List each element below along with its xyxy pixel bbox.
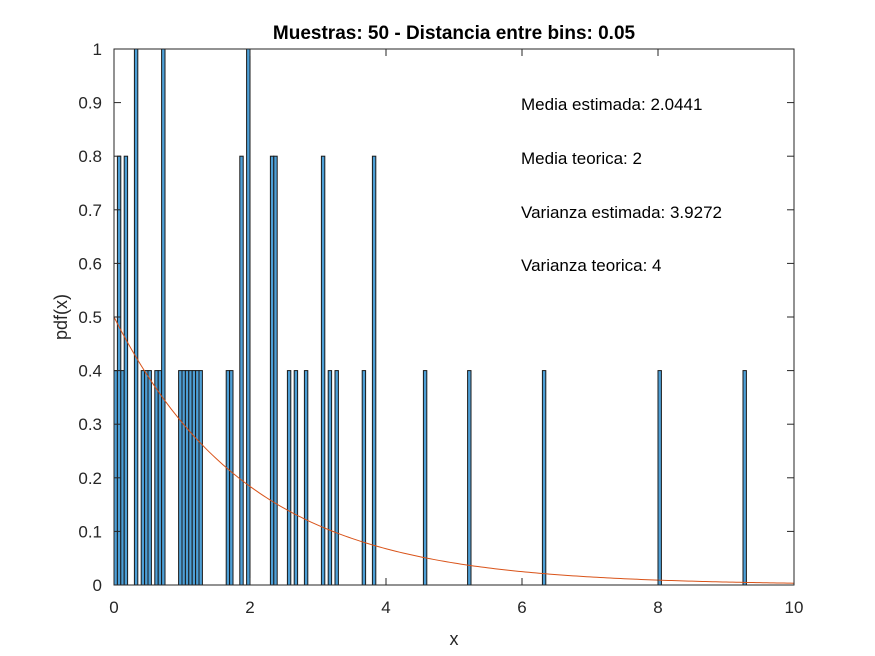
y-tick-label: 0.8 (78, 147, 102, 166)
x-tick-label: 6 (517, 598, 526, 617)
y-tick-label: 0.9 (78, 94, 102, 113)
histogram-bar (422, 370, 428, 586)
histogram-bar (229, 370, 234, 586)
y-tick-label: 0.2 (78, 469, 102, 488)
x-axis-ticks: 0 2 4 6 8 10 (109, 49, 803, 617)
histogram-bar (198, 370, 203, 586)
histogram-bar (273, 155, 278, 586)
annotation-varianza-teorica: Varianza teorica: 4 (521, 256, 661, 275)
histogram-bar (188, 370, 193, 586)
x-tick-label: 4 (381, 598, 390, 617)
histogram-bar (147, 370, 152, 586)
histogram-bar (541, 370, 547, 586)
histogram-bar (154, 370, 159, 586)
y-axis-ticks: 0 0.1 0.2 0.3 0.4 0.5 0.6 0.7 0.8 0.9 1 (78, 40, 794, 595)
histogram-bar (178, 370, 183, 586)
y-tick-label: 0.3 (78, 415, 102, 434)
plot-area-frame (113, 48, 795, 586)
histogram-bar (334, 370, 339, 586)
histogram-bar (742, 370, 747, 586)
histogram-bar (157, 370, 163, 586)
annotation-media-estimada: Media estimada: 2.0441 (521, 95, 702, 114)
histogram-bar (120, 370, 125, 586)
histogram-bar (191, 370, 197, 586)
y-tick-label: 1 (93, 40, 102, 59)
x-tick-label: 2 (245, 598, 254, 617)
histogram-bar (467, 370, 472, 586)
x-tick-label: 10 (785, 598, 804, 617)
histogram-bar (246, 48, 251, 586)
chart-title: Muestras: 50 - Distancia entre bins: 0.0… (273, 23, 636, 44)
histogram-bar (133, 48, 139, 586)
histogram-bar (303, 370, 309, 586)
histogram-bar (361, 370, 367, 586)
y-tick-label: 0.6 (78, 254, 102, 273)
histogram-bar (225, 370, 231, 586)
histogram-bar (184, 370, 190, 586)
histogram-bar (181, 370, 186, 586)
annotation-varianza-estimada: Varianza estimada: 3.9272 (521, 203, 722, 222)
histogram-bar (195, 370, 200, 586)
y-tick-label: 0 (93, 576, 102, 595)
histogram-bar (123, 155, 129, 586)
x-axis-label: x (450, 629, 459, 649)
histogram-bar (140, 370, 146, 586)
histogram-bar (144, 370, 149, 586)
y-axis-label: pdf(x) (51, 294, 71, 340)
histogram-bar (161, 48, 166, 586)
y-tick-label: 0.1 (78, 522, 102, 541)
histogram-bar (657, 370, 662, 586)
histogram-bar (239, 155, 244, 586)
x-tick-label: 8 (653, 598, 662, 617)
histogram-bar (327, 370, 333, 586)
histogram-bar (320, 155, 326, 586)
y-tick-label: 0.7 (78, 201, 102, 220)
annotation-media-teorica: Media teorica: 2 (521, 149, 642, 168)
bars-group (113, 48, 747, 586)
histogram-bar (269, 155, 275, 586)
x-tick-label: 0 (109, 598, 118, 617)
histogram-bar (293, 370, 299, 586)
histogram-bar (371, 155, 377, 586)
y-tick-label: 0.4 (78, 362, 102, 381)
theoretical-pdf-curve (113, 316, 795, 584)
histogram-bar (286, 370, 292, 586)
y-tick-label: 0.5 (78, 308, 102, 327)
